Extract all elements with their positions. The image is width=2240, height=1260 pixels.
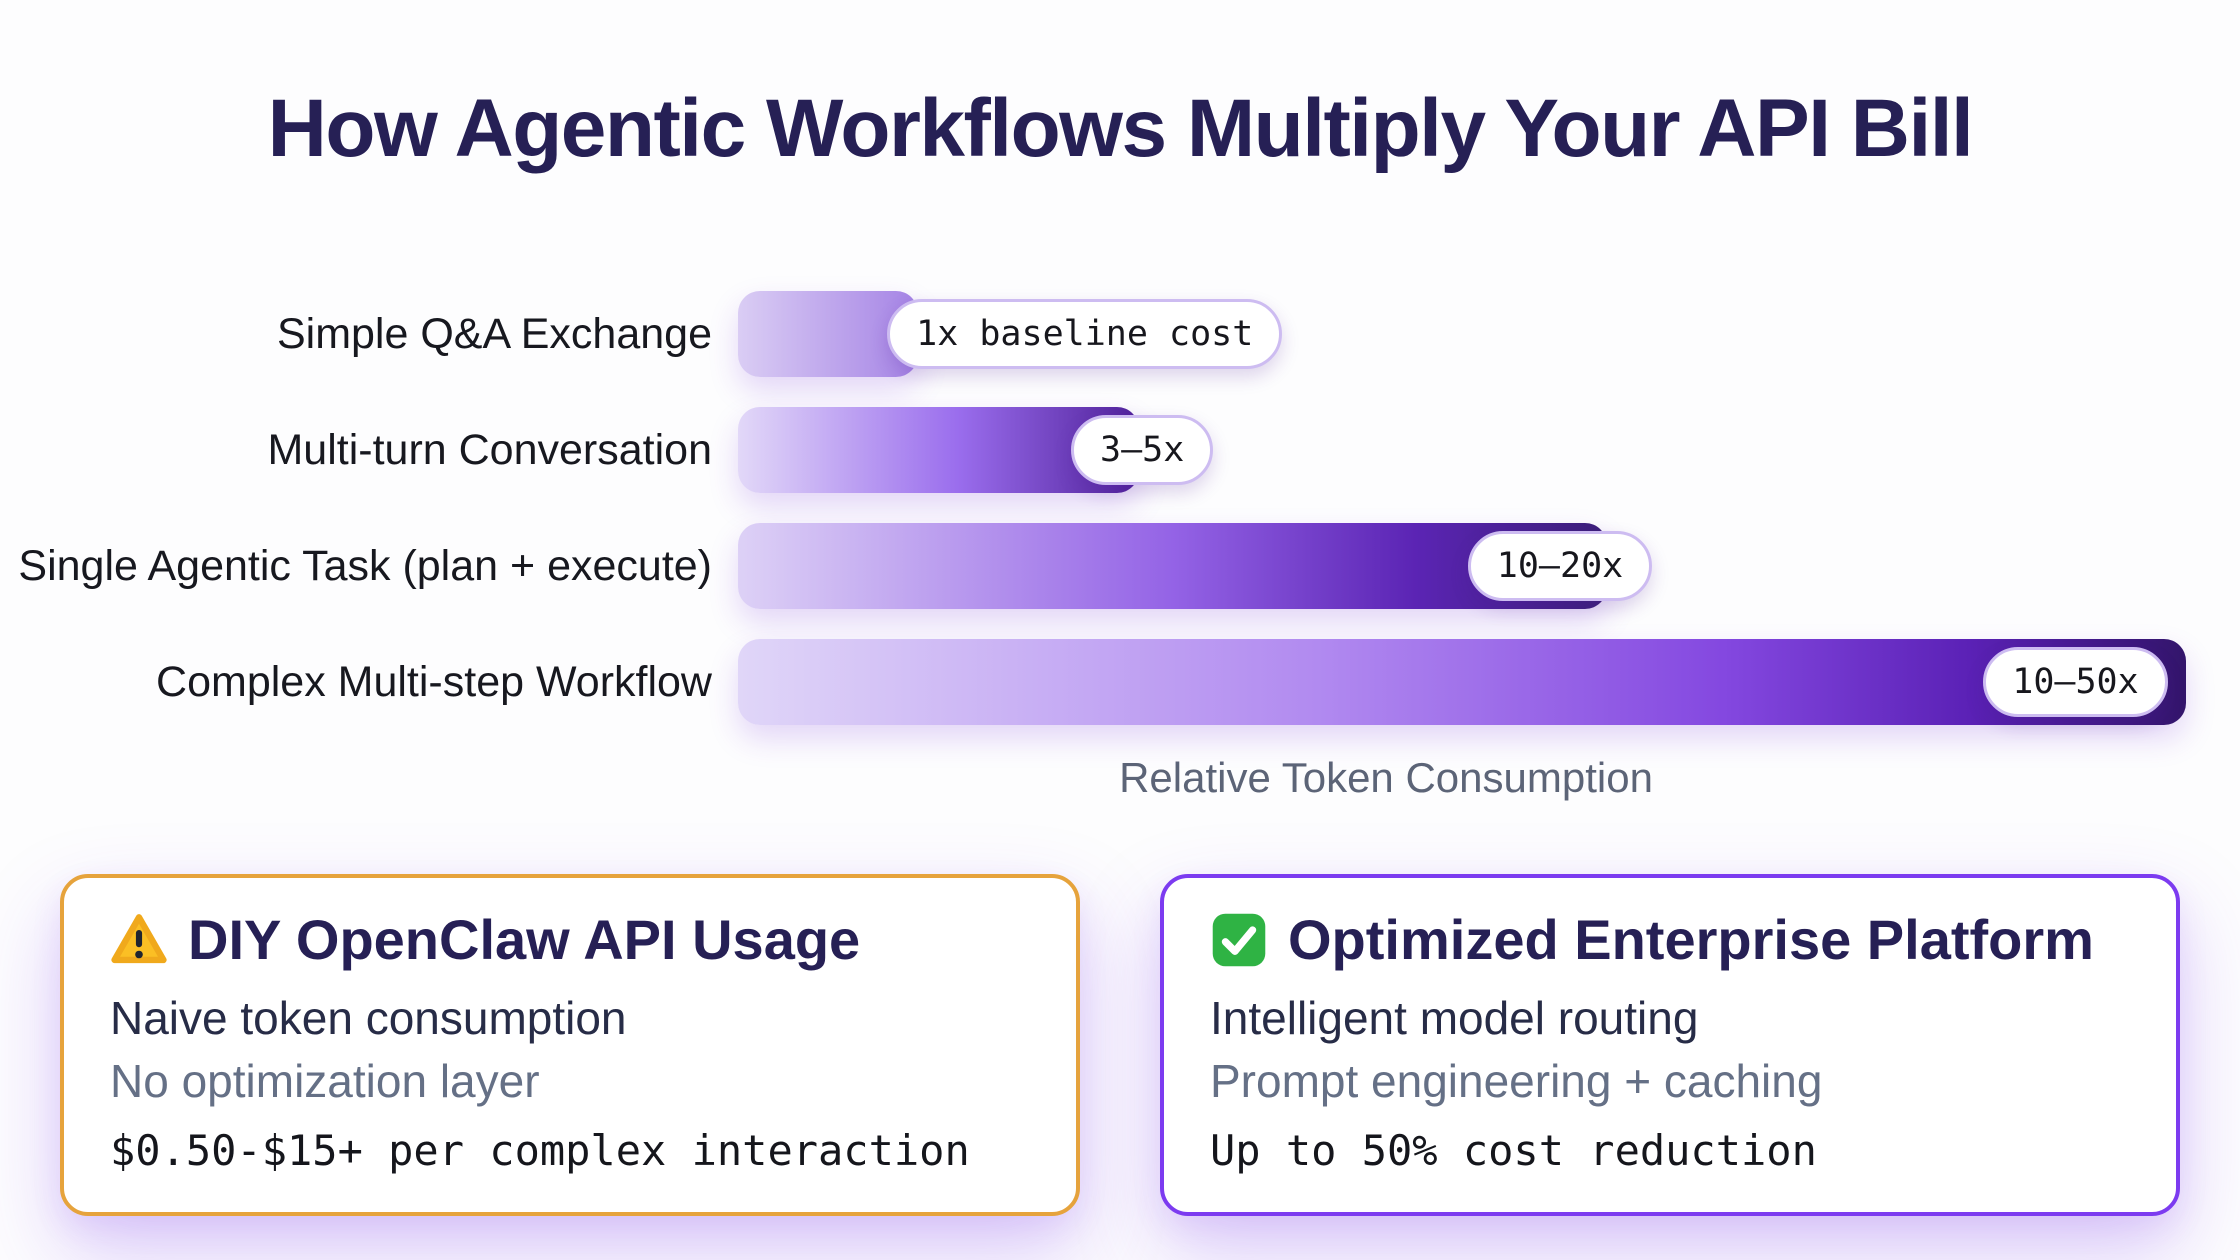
bar-track: 1x baseline cost	[738, 291, 2186, 378]
chart-row-multi-turn: Multi-turn Conversation 3–5x	[0, 392, 2240, 508]
bar	[738, 523, 1607, 610]
row-label: Single Agentic Task (plan + execute)	[18, 541, 712, 590]
chart-row-complex-workflow: Complex Multi-step Workflow 10–50x	[0, 624, 2240, 740]
warning-icon	[110, 911, 168, 969]
page-title: How Agentic Workflows Multiply Your API …	[267, 83, 1974, 174]
x-axis-label: Relative Token Consumption	[1119, 754, 1653, 802]
card-title: Optimized Enterprise Platform	[1210, 908, 2130, 972]
value-badge: 3–5x	[1071, 415, 1214, 486]
value-badge: 1x baseline cost	[887, 299, 1283, 370]
card-line-secondary: No optimization layer	[110, 1054, 540, 1107]
row-label: Simple Q&A Exchange	[276, 309, 712, 358]
card-line-primary: Intelligent model routing	[1210, 991, 1699, 1044]
bar-track: 10–20x	[738, 523, 2186, 610]
comparison-cards: DIY OpenClaw API Usage Naive token consu…	[60, 874, 2180, 1216]
bar-track: 3–5x	[738, 407, 2186, 494]
card-cost-line: Up to 50% cost reduction	[1210, 1126, 1817, 1176]
card-cost-line: $0.50-$15+ per complex interaction	[110, 1126, 970, 1176]
value-badge: 10–50x	[1983, 647, 2168, 718]
card-line-secondary: Prompt engineering + caching	[1210, 1054, 1823, 1107]
row-label: Complex Multi-step Workflow	[156, 657, 712, 706]
check-icon	[1210, 911, 1268, 969]
bar-track: 10–50x	[738, 639, 2186, 726]
bar	[738, 639, 2186, 726]
value-badge: 10–20x	[1467, 531, 1653, 602]
card-title-text: DIY OpenClaw API Usage	[188, 908, 861, 972]
optimized-platform-card: Optimized Enterprise Platform Intelligen…	[1160, 874, 2180, 1216]
row-label: Multi-turn Conversation	[267, 425, 712, 474]
card-title-text: Optimized Enterprise Platform	[1288, 908, 2094, 972]
chart-row-single-agentic: Single Agentic Task (plan + execute) 10–…	[0, 508, 2240, 624]
chart-row-simple-qa: Simple Q&A Exchange 1x baseline cost	[0, 276, 2240, 392]
token-consumption-chart: Simple Q&A Exchange 1x baseline cost Mul…	[0, 276, 2240, 802]
card-line-primary: Naive token consumption	[110, 991, 627, 1044]
diy-api-usage-card: DIY OpenClaw API Usage Naive token consu…	[60, 874, 1080, 1216]
card-title: DIY OpenClaw API Usage	[110, 908, 1030, 972]
